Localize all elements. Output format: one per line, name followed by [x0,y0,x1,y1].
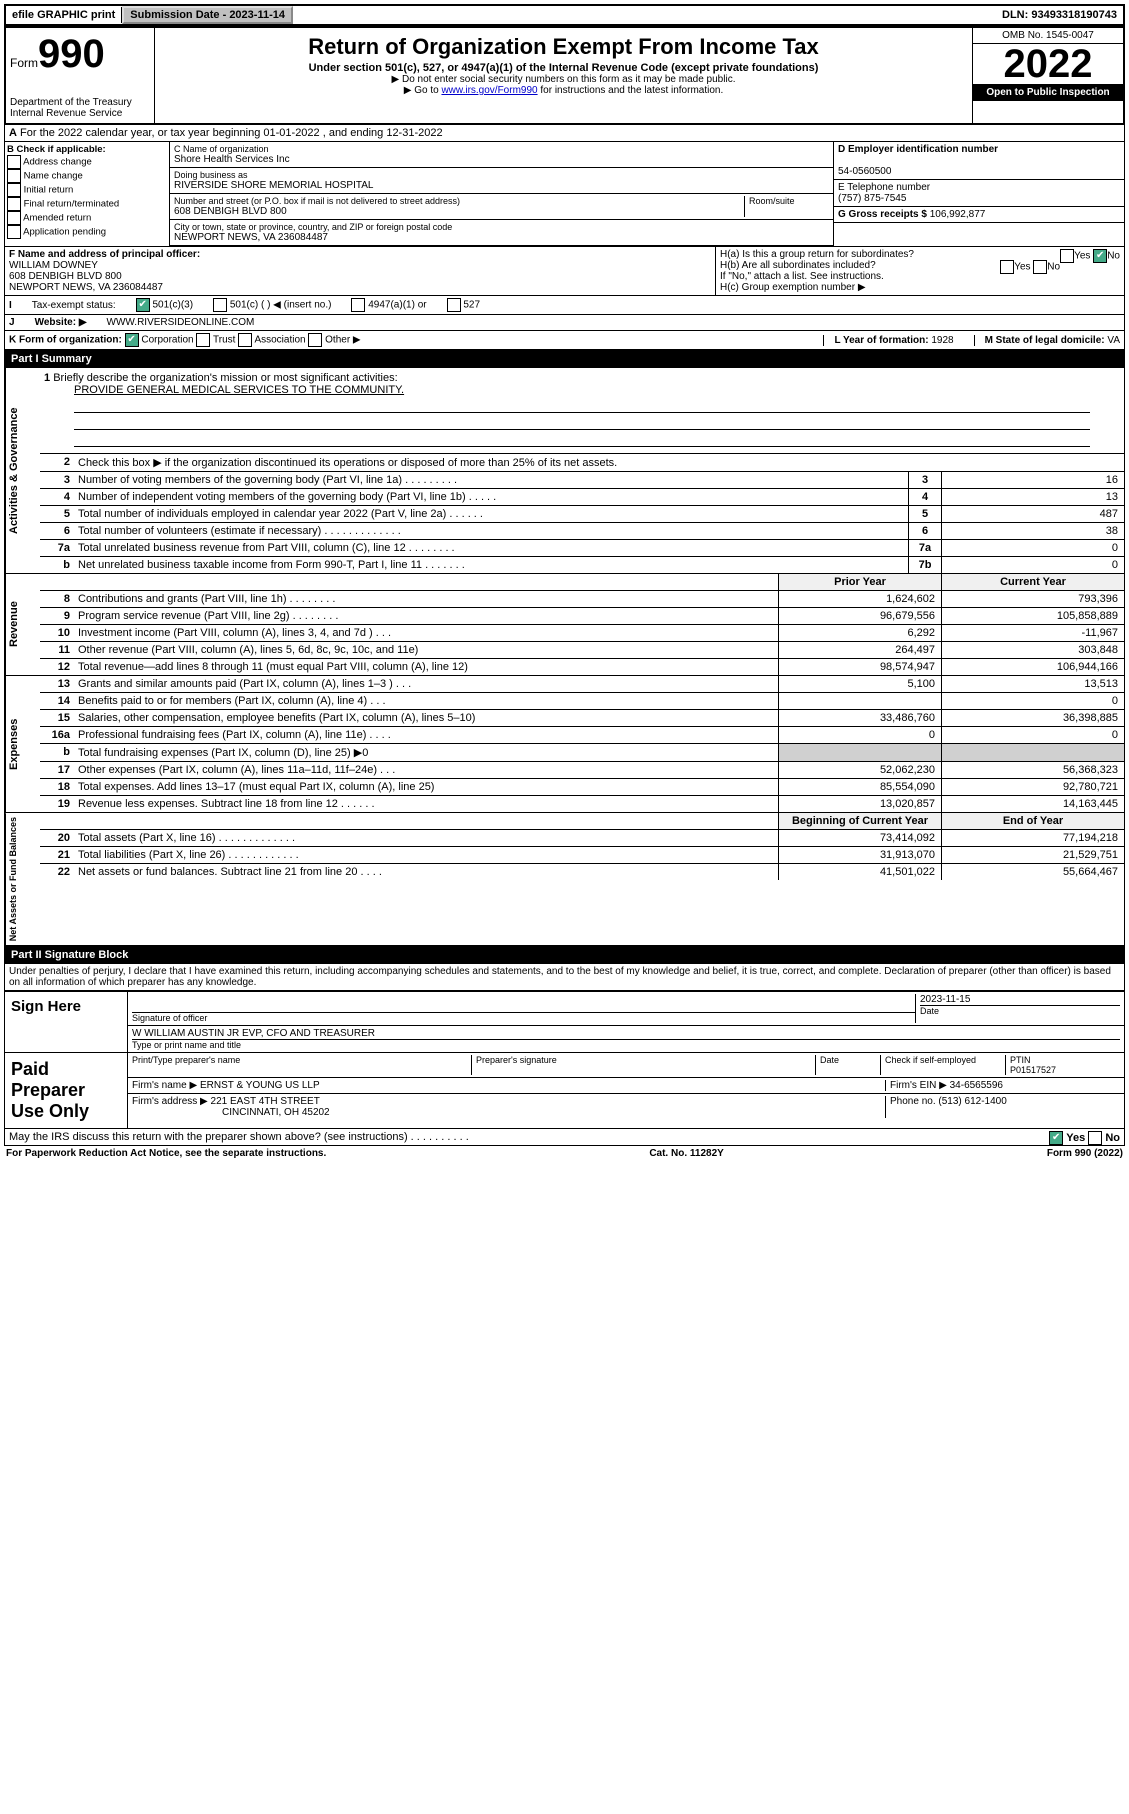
chk-amended[interactable]: Amended return [7,211,167,225]
chk-initial[interactable]: Initial return [7,183,167,197]
ein: 54-0560500 [838,166,891,177]
line-4: 4Number of independent voting members of… [40,489,1124,506]
exp-line-15: 15Salaries, other compensation, employee… [40,710,1124,727]
irs-label: Internal Revenue Service [10,108,150,119]
side-net: Net Assets or Fund Balances [5,813,40,945]
topbar: efile GRAPHIC print Submission Date - 20… [4,4,1125,26]
tax-period: A For the 2022 calendar year, or tax yea… [4,125,1125,142]
city-addr: NEWPORT NEWS, VA 236084487 [174,232,829,243]
year-formation: 1928 [931,335,953,346]
form-note2: ▶ Go to www.irs.gov/Form990 for instruct… [161,85,966,96]
section-bcde: B Check if applicable: Address change Na… [4,142,1125,247]
chk-name[interactable]: Name change [7,169,167,183]
efile-label: efile GRAPHIC print [6,7,122,23]
chk-pending[interactable]: Application pending [7,225,167,239]
side-expenses: Expenses [5,676,40,812]
summary-governance: Activities & Governance 1 Briefly descri… [4,368,1125,574]
paid-preparer-label: Paid Preparer Use Only [5,1053,128,1128]
rev-line-10: 10Investment income (Part VIII, column (… [40,625,1124,642]
part-ii-header: Part II Signature Block [4,946,1125,964]
exp-line-16a: 16aProfessional fundraising fees (Part I… [40,727,1124,744]
line-7b: bNet unrelated business taxable income f… [40,557,1124,573]
firm-ein: 34-6565596 [950,1080,1003,1091]
net-line-22: 22Net assets or fund balances. Subtract … [40,864,1124,880]
col-d: D Employer identification number 54-0560… [833,142,1124,246]
summary-expenses: Expenses 13Grants and similar amounts pa… [4,676,1125,813]
section-klm: K Form of organization: ✔ Corporation Tr… [4,331,1125,350]
dba-name: RIVERSIDE SHORE MEMORIAL HOSPITAL [174,180,829,191]
discuss-yes-checked: ✔ [1049,1131,1063,1145]
section-j: J Website: ▶ WWW.RIVERSIDEONLINE.COM [4,315,1125,331]
form-subtitle: Under section 501(c), 527, or 4947(a)(1)… [161,62,966,74]
website: WWW.RIVERSIDEONLINE.COM [107,317,255,328]
side-governance: Activities & Governance [5,368,40,573]
col-c: C Name of organization Shore Health Serv… [170,142,833,246]
line-3: 3Number of voting members of the governi… [40,472,1124,489]
summary-revenue: Revenue Prior YearCurrent Year 8Contribu… [4,574,1125,676]
exp-line-19: 19Revenue less expenses. Subtract line 1… [40,796,1124,812]
corp-checked: ✔ [125,333,139,347]
rev-line-11: 11Other revenue (Part VIII, column (A), … [40,642,1124,659]
officer-printname: W WILLIAM AUSTIN JR EVP, CFO AND TREASUR… [132,1028,1120,1039]
exp-line-b: bTotal fundraising expenses (Part IX, co… [40,744,1124,762]
form-header: Form990 Department of the Treasury Inter… [4,26,1125,125]
irs-link[interactable]: www.irs.gov/Form990 [441,85,537,96]
ptin: P01517527 [1010,1065,1056,1075]
firm-name: ERNST & YOUNG US LLP [200,1080,320,1091]
gross-receipts: 106,992,877 [930,209,986,220]
dept-label: Department of the Treasury [10,97,150,108]
dln-label: DLN: 93493318190743 [996,7,1123,23]
exp-line-17: 17Other expenses (Part IX, column (A), l… [40,762,1124,779]
line-6: 6Total number of volunteers (estimate if… [40,523,1124,540]
net-line-21: 21Total liabilities (Part X, line 26) . … [40,847,1124,864]
side-revenue: Revenue [5,574,40,675]
501c3-checked: ✔ [136,298,150,312]
form-number: 990 [38,32,105,76]
sig-date: 2023-11-15 [920,994,1120,1005]
perjury-text: Under penalties of perjury, I declare th… [4,964,1125,991]
form-label: Form [10,56,38,70]
hno-checked: ✔ [1093,249,1107,263]
phone: (757) 875-7545 [838,193,906,204]
sign-here-label: Sign Here [5,992,128,1052]
line-7a: 7aTotal unrelated business revenue from … [40,540,1124,557]
tax-year: 2022 [973,44,1123,84]
footer: For Paperwork Reduction Act Notice, see … [4,1146,1125,1161]
net-line-20: 20Total assets (Part X, line 16) . . . .… [40,830,1124,847]
signature-block: Sign Here Signature of officer 2023-11-1… [4,991,1125,1129]
street-addr: 608 DENBIGH BLVD 800 [174,206,744,217]
chk-final[interactable]: Final return/terminated [7,197,167,211]
chk-address[interactable]: Address change [7,155,167,169]
form-title: Return of Organization Exempt From Incom… [161,34,966,60]
rev-line-8: 8Contributions and grants (Part VIII, li… [40,591,1124,608]
rev-line-9: 9Program service revenue (Part VIII, lin… [40,608,1124,625]
exp-line-14: 14Benefits paid to or for members (Part … [40,693,1124,710]
line-5: 5Total number of individuals employed in… [40,506,1124,523]
exp-line-18: 18Total expenses. Add lines 13–17 (must … [40,779,1124,796]
firm-phone: (513) 612-1400 [938,1096,1006,1107]
col-b: B Check if applicable: Address change Na… [5,142,170,246]
form-note1: ▶ Do not enter social security numbers o… [161,74,966,85]
open-inspection: Open to Public Inspection [973,84,1123,101]
form-left: Form990 Department of the Treasury Inter… [6,28,155,123]
room-label: Room/suite [744,196,829,217]
rev-line-12: 12Total revenue—add lines 8 through 11 (… [40,659,1124,675]
submission-date-button[interactable]: Submission Date - 2023-11-14 [122,6,293,24]
part-i-header: Part I Summary [4,350,1125,368]
section-fh: F Name and address of principal officer:… [4,247,1125,296]
org-name: Shore Health Services Inc [174,154,829,165]
section-i: I Tax-exempt status: ✔ 501(c)(3) 501(c) … [4,296,1125,315]
officer-name: WILLIAM DOWNEY [9,260,98,271]
mission-text: PROVIDE GENERAL MEDICAL SERVICES TO THE … [74,384,404,396]
summary-netassets: Net Assets or Fund Balances Beginning of… [4,813,1125,946]
form-right: OMB No. 1545-0047 2022 Open to Public In… [972,28,1123,123]
exp-line-13: 13Grants and similar amounts paid (Part … [40,676,1124,693]
form-title-block: Return of Organization Exempt From Incom… [155,28,972,123]
domicile: VA [1107,335,1120,346]
